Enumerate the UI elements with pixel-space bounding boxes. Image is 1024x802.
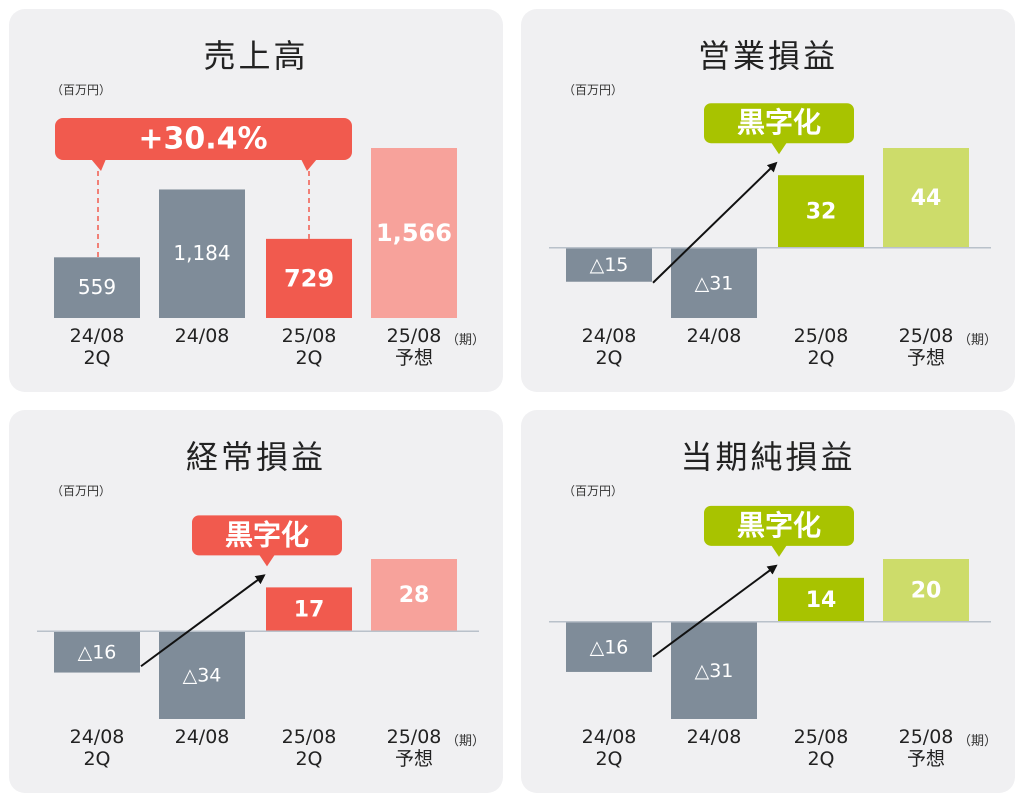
- unit-label: （百万円）: [563, 484, 624, 498]
- chart-title: 経常損益: [185, 438, 326, 476]
- bar-value-label: 32: [806, 199, 837, 224]
- bar-value-label: △15: [590, 254, 629, 276]
- bar: [671, 621, 757, 719]
- x-tick-label: 25/08 2Q: [281, 325, 337, 369]
- chart-title: 営業損益: [697, 37, 838, 75]
- bar-value-label: 559: [78, 275, 116, 299]
- period-label: （期）: [957, 734, 997, 749]
- callout-text: 黒字化: [737, 509, 821, 542]
- bar-value-label: △34: [183, 665, 222, 687]
- bar: [54, 257, 140, 318]
- bar: [266, 238, 352, 318]
- bar: [778, 577, 864, 622]
- chart-svg: △15 △31 32 44 黒字化: [549, 103, 991, 318]
- bar-value-label: △16: [78, 641, 117, 663]
- bar-value-label: 1,566: [376, 219, 452, 247]
- bar-value-label: 44: [911, 186, 942, 211]
- x-tick-label: 24/08 2Q: [69, 726, 125, 770]
- bar: [159, 631, 245, 719]
- unit-label: （百万円）: [51, 484, 112, 498]
- x-tick-label: 25/08 予想: [898, 726, 954, 770]
- bar: [54, 631, 140, 673]
- growth-callout: [55, 118, 352, 160]
- x-tick-label: 24/08: [174, 726, 230, 748]
- bar-value-label: △31: [695, 660, 734, 682]
- bar: [566, 621, 652, 672]
- chart-title: 売上高: [203, 37, 309, 75]
- period-label: （期）: [445, 734, 485, 749]
- bar-value-label: 28: [399, 583, 430, 608]
- trend-arrow: [140, 574, 266, 668]
- bar-value-label: 14: [806, 588, 837, 613]
- chart-svg: △16 △31 14 20 黒字化: [549, 505, 991, 719]
- bar-value-label: 1,184: [173, 241, 230, 265]
- x-tick-label: 25/08 2Q: [793, 325, 849, 369]
- x-tick-label: 24/08 2Q: [581, 325, 637, 369]
- x-tick-label: 25/08 予想: [898, 325, 954, 369]
- chart-panel-net: 当期純損益 （百万円） （期） △16 △31 14 20 黒字化 24/08 2Q 24/…: [521, 410, 1015, 793]
- x-tick-label: 24/08: [686, 325, 742, 347]
- turnaround-callout: [192, 515, 342, 556]
- chart-panel-sales: 売上高 （百万円） （期） 559 1,184 729 1,566 +30.4% 24/…: [9, 9, 503, 392]
- x-tick-label: 25/08 予想: [386, 726, 442, 770]
- callout-text: 黒字化: [225, 518, 309, 551]
- trend-arrow: [652, 161, 778, 284]
- x-tick-label: 24/08 2Q: [581, 726, 637, 770]
- period-label: （期）: [957, 333, 997, 348]
- bar: [371, 148, 457, 318]
- bar: [566, 247, 652, 282]
- bar: [778, 175, 864, 248]
- chart-title: 当期純損益: [680, 438, 856, 476]
- x-tick-label: 24/08: [174, 325, 230, 347]
- bar: [266, 587, 352, 632]
- bar-value-label: △31: [695, 272, 734, 294]
- chart-svg: 559 1,184 729 1,566 +30.4%: [54, 118, 457, 318]
- unit-label: （百万円）: [563, 83, 624, 97]
- callout-text: +30.4%: [138, 122, 267, 157]
- bar-value-label: △16: [590, 636, 629, 658]
- chart-panel-ordinary: 経常損益 （百万円） （期） △16 △34 17 28 黒字化 24/08 2Q 24/0…: [9, 410, 503, 793]
- x-tick-label: 24/08 2Q: [69, 325, 125, 369]
- bar-value-label: 17: [294, 597, 325, 622]
- bar: [159, 189, 245, 318]
- chart-svg: △16 △34 17 28 黒字化: [37, 515, 479, 719]
- bar: [883, 148, 969, 248]
- period-label: （期）: [445, 333, 485, 348]
- chart-panel-operating: 営業損益 （百万円） （期） △15 △31 32 44 黒字化 24/08 2Q 24/0…: [521, 9, 1015, 392]
- x-tick-label: 25/08 予想: [386, 325, 442, 369]
- bar: [371, 559, 457, 632]
- callout-text: 黒字化: [737, 106, 821, 139]
- x-tick-label: 25/08 2Q: [281, 726, 337, 770]
- bar: [883, 559, 969, 622]
- turnaround-callout: [704, 103, 854, 144]
- trend-arrow: [652, 564, 778, 658]
- bar-value-label: 729: [284, 264, 334, 292]
- unit-label: （百万円）: [51, 83, 112, 97]
- x-tick-label: 25/08 2Q: [793, 726, 849, 770]
- bar: [671, 247, 757, 318]
- turnaround-callout: [704, 505, 854, 546]
- bar-value-label: 20: [911, 578, 942, 603]
- x-tick-label: 24/08: [686, 726, 742, 748]
